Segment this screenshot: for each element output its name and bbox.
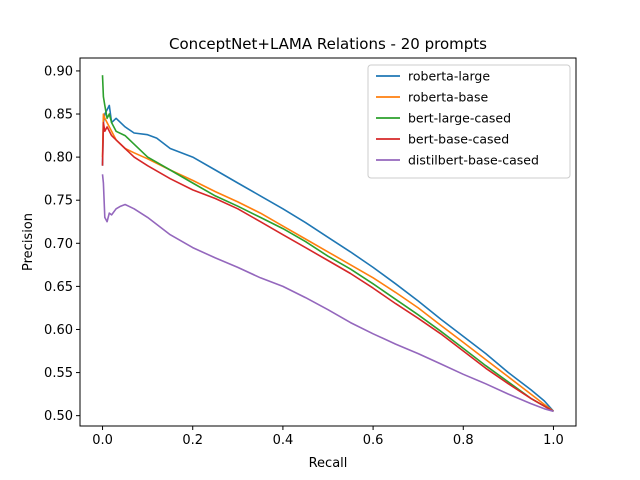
legend-entry: bert-large-cased: [408, 111, 511, 126]
y-tick-label: 0.80: [44, 151, 73, 166]
y-tick-label: 0.60: [44, 323, 73, 338]
x-tick-label: 0.2: [182, 433, 203, 448]
legend-entry: roberta-large: [408, 69, 490, 84]
legend-entry: roberta-base: [408, 90, 488, 105]
plot-frame: [79, 57, 577, 427]
legend-entry: distilbert-base-cased: [408, 153, 539, 168]
legend: roberta-large roberta-base bert-large-case…: [367, 64, 571, 179]
y-axis-label: Precision: [21, 213, 36, 271]
y-tick-label: 0.75: [44, 194, 73, 209]
x-tick-label: 0.6: [363, 433, 384, 448]
chart-title: ConceptNet+LAMA Relations - 20 prompts: [169, 35, 487, 53]
series-line-bert-base-cased: [101, 121, 554, 412]
x-tick-label: 0.8: [453, 433, 474, 448]
series-line-distilbert-base-cased: [101, 174, 554, 413]
series-line-roberta-base: [101, 113, 554, 412]
y-tick-label: 0.55: [44, 366, 73, 381]
legend-box: [367, 64, 571, 179]
x-tick-label: 1.0: [543, 433, 564, 448]
series-layer: [101, 75, 555, 413]
x-tick-label: 0.0: [92, 433, 113, 448]
x-axis: 0.0 0.2 0.4 0.6 0.8 1.0: [92, 426, 564, 448]
y-tick-label: 0.85: [44, 108, 73, 123]
x-tick-label: 0.4: [273, 433, 294, 448]
y-axis: 0.50 0.55 0.60 0.65 0.70 0.75 0.80 0.85 0.90: [44, 64, 80, 424]
series-line-bert-large-cased: [101, 75, 554, 412]
legend-entry: bert-base-cased: [408, 132, 509, 147]
y-tick-label: 0.70: [44, 237, 73, 252]
y-tick-label: 0.65: [44, 280, 73, 295]
y-tick-label: 0.90: [44, 64, 73, 79]
y-tick-label: 0.50: [44, 409, 73, 424]
x-axis-label: Recall: [309, 456, 348, 471]
